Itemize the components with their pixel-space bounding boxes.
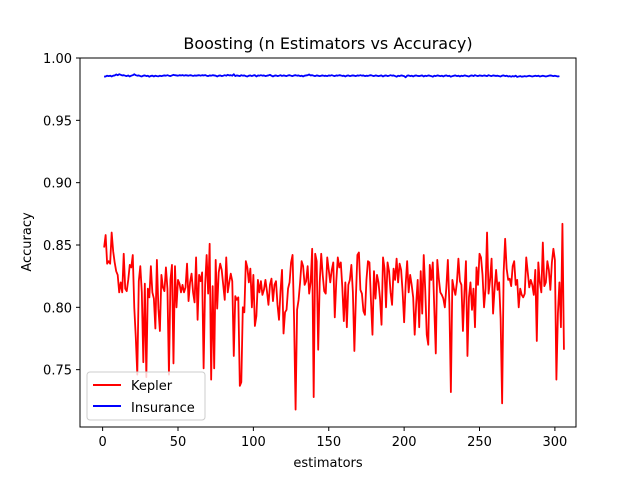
chart-title: Boosting (n Estimators vs Accuracy): [183, 34, 472, 53]
x-axis-label: estimators: [293, 456, 363, 471]
x-axis: 0 50 100 150 200 250 300: [98, 427, 567, 450]
y-tick-label: 0.75: [43, 364, 72, 379]
y-tick-label: 1.00: [43, 52, 72, 67]
series-line-kepler: [103, 222, 565, 411]
legend-label-kepler: Kepler: [131, 379, 173, 394]
x-tick-label: 50: [170, 435, 187, 450]
x-tick-label: 200: [392, 435, 417, 450]
plot-frame: [79, 57, 577, 428]
x-tick-label: 250: [467, 435, 492, 450]
series-line-insurance: [103, 73, 560, 79]
series-layer: [103, 73, 565, 411]
legend: Kepler Insurance: [86, 371, 206, 421]
legend-label-insurance: Insurance: [131, 401, 195, 416]
y-axis: 0.75 0.80 0.85 0.90 0.95 1.00: [43, 52, 80, 379]
x-tick-label: 100: [241, 435, 266, 450]
x-tick-label: 0: [98, 435, 106, 450]
y-tick-label: 0.95: [43, 114, 72, 129]
y-tick-label: 0.90: [43, 177, 72, 192]
x-tick-label: 300: [542, 435, 567, 450]
y-tick-label: 0.80: [43, 301, 72, 316]
y-axis-label: Accuracy: [20, 212, 35, 272]
y-tick-label: 0.85: [43, 239, 72, 254]
x-tick-label: 150: [316, 435, 341, 450]
